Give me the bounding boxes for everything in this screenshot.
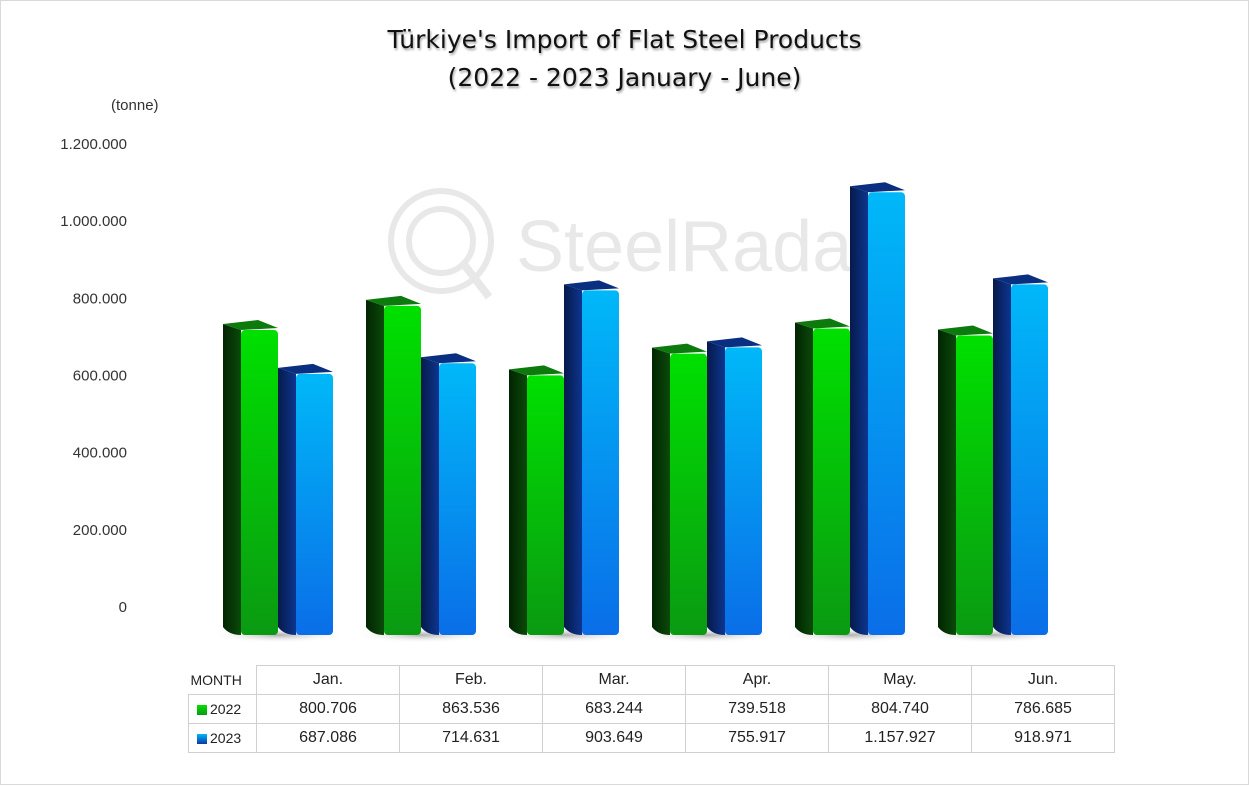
table-cell-2022-mar: 683.244 bbox=[542, 694, 686, 724]
bar-top-face bbox=[652, 343, 707, 354]
bar-front-face bbox=[868, 192, 905, 636]
watermark-logo-outer-ring bbox=[388, 188, 494, 294]
table-header-row: MONTH Jan. Feb. Mar. Apr. May. Jun. bbox=[189, 665, 1115, 695]
bar-side-face bbox=[652, 347, 670, 635]
table-row-2023: 2023 687.086 714.631 903.649 755.917 1.1… bbox=[188, 723, 1115, 753]
bar-2022-apr bbox=[652, 343, 707, 635]
bar-2022-jun bbox=[938, 325, 993, 635]
table-cell-2022-jan: 800.706 bbox=[256, 694, 400, 724]
y-tick-label: 400.000 bbox=[73, 445, 127, 462]
bar-side-face bbox=[707, 341, 725, 635]
bar-2022-may bbox=[795, 318, 850, 635]
bar-side-face bbox=[366, 299, 384, 635]
bar-side-face bbox=[278, 367, 296, 635]
bar-top-face bbox=[564, 280, 619, 291]
bar-front-face bbox=[670, 353, 707, 635]
bar-top-face bbox=[421, 353, 476, 364]
bar-2023-mar bbox=[564, 280, 619, 635]
bar-top-face bbox=[938, 325, 993, 336]
bar-front-face bbox=[582, 290, 619, 635]
bar-front-face bbox=[725, 347, 762, 635]
table-cell-2022-apr: 739.518 bbox=[685, 694, 829, 724]
bar-top-face bbox=[366, 295, 421, 306]
y-axis-tick-labels: 0 200.000 400.000 600.000 800.000 1.000.000 1.… bbox=[60, 136, 127, 616]
chart-title: Türkiye's Import of Flat Steel Products … bbox=[1, 21, 1248, 97]
bar-top-face bbox=[707, 337, 762, 348]
chart-title-line2: (2022 - 2023 January - June) bbox=[447, 63, 802, 92]
legend-swatch-2023 bbox=[197, 734, 207, 744]
table-cell-2022-feb: 863.536 bbox=[399, 694, 543, 724]
table-cell-2023-feb: 714.631 bbox=[399, 723, 543, 753]
table-cell-2023-jun: 918.971 bbox=[971, 723, 1115, 753]
bar-2023-feb bbox=[421, 353, 476, 635]
legend-label-2022: 2022 bbox=[210, 701, 242, 717]
y-tick-label: 0 bbox=[119, 599, 127, 616]
table-month-jan: Jan. bbox=[256, 665, 400, 695]
bar-front-face bbox=[241, 330, 278, 635]
y-tick-label: 200.000 bbox=[73, 522, 127, 539]
legend-2023: 2023 bbox=[188, 723, 257, 753]
bar-top-face bbox=[850, 182, 905, 193]
bar-2022-feb bbox=[366, 295, 421, 635]
bar-2022-mar bbox=[509, 365, 564, 635]
table-cell-2023-may: 1.157.927 bbox=[828, 723, 972, 753]
bar-2023-jan bbox=[278, 363, 333, 635]
bar-front-face bbox=[384, 305, 421, 635]
table-cell-2023-jan: 687.086 bbox=[256, 723, 400, 753]
bar-side-face bbox=[564, 284, 582, 635]
bar-series bbox=[210, 182, 1061, 643]
y-tick-label: 600.000 bbox=[73, 368, 127, 385]
bar-top-face bbox=[223, 320, 278, 331]
bar-side-face bbox=[223, 324, 241, 635]
legend-2022: 2022 bbox=[188, 694, 257, 724]
y-tick-label: 1.200.000 bbox=[60, 136, 127, 153]
bar-side-face bbox=[938, 329, 956, 635]
watermark-text: SteelRadar bbox=[516, 207, 876, 287]
bar-top-face bbox=[278, 363, 333, 374]
bar-2023-jun bbox=[993, 274, 1048, 635]
table-month-may: May. bbox=[828, 665, 972, 695]
bar-side-face bbox=[850, 186, 868, 636]
watermark-logo-inner-ring bbox=[406, 206, 476, 276]
table-month-jun: Jun. bbox=[971, 665, 1115, 695]
legend-swatch-2022 bbox=[197, 705, 207, 715]
bar-top-face bbox=[993, 274, 1048, 285]
bar-top-face bbox=[509, 365, 564, 376]
bar-side-face bbox=[993, 278, 1011, 635]
data-table: MONTH Jan. Feb. Mar. Apr. May. Jun. 2022… bbox=[188, 665, 1115, 753]
bar-side-face bbox=[421, 357, 439, 635]
bar-top-face bbox=[795, 318, 850, 329]
y-axis-unit-label: (tonne) bbox=[111, 97, 159, 114]
bar-front-face bbox=[527, 375, 564, 635]
bar-2022-jan bbox=[223, 320, 278, 635]
bar-front-face bbox=[1011, 284, 1048, 635]
bar-side-face bbox=[795, 322, 813, 635]
legend-label-2023: 2023 bbox=[210, 730, 242, 746]
bar-front-face bbox=[813, 328, 850, 635]
chart-title-line1: Türkiye's Import of Flat Steel Products bbox=[387, 25, 862, 54]
bar-side-face bbox=[509, 369, 527, 635]
bar-front-face bbox=[439, 363, 476, 635]
table-cell-2022-may: 804.740 bbox=[828, 694, 972, 724]
table-cell-2022-jun: 786.685 bbox=[971, 694, 1115, 724]
bar-front-face bbox=[296, 373, 333, 635]
table-month-feb: Feb. bbox=[399, 665, 543, 695]
bar-front-face bbox=[956, 335, 993, 635]
bar-2023-apr bbox=[707, 337, 762, 635]
table-cell-2023-mar: 903.649 bbox=[542, 723, 686, 753]
table-cell-2023-apr: 755.917 bbox=[685, 723, 829, 753]
y-tick-label: 800.000 bbox=[73, 290, 127, 307]
y-tick-label: 1.000.000 bbox=[60, 213, 127, 230]
table-month-apr: Apr. bbox=[685, 665, 829, 695]
bar-2023-may bbox=[850, 182, 905, 636]
table-header-label: MONTH bbox=[190, 671, 242, 688]
table-row-2022: 2022 800.706 863.536 683.244 739.518 804… bbox=[188, 694, 1115, 724]
watermark-logo-handle bbox=[459, 260, 493, 300]
table-month-mar: Mar. bbox=[542, 665, 686, 695]
watermark: SteelRadar bbox=[388, 188, 876, 300]
